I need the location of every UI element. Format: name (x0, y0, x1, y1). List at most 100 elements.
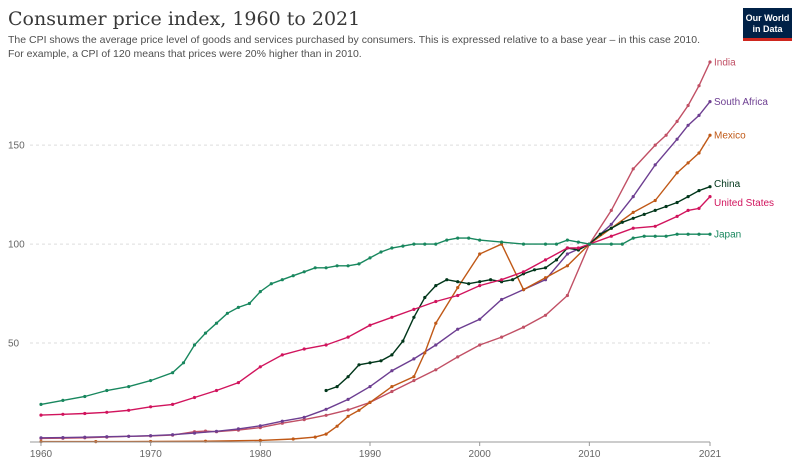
data-point[interactable] (412, 307, 416, 311)
series-line[interactable] (40, 233, 710, 406)
data-point[interactable] (291, 274, 295, 278)
data-point[interactable] (708, 232, 712, 236)
data-point[interactable] (478, 284, 482, 288)
data-point[interactable] (620, 242, 624, 246)
data-point[interactable] (390, 353, 394, 357)
data-point[interactable] (192, 343, 197, 347)
data-point[interactable] (225, 311, 229, 315)
data-point[interactable] (313, 435, 317, 439)
data-point[interactable] (554, 258, 559, 262)
data-point[interactable] (631, 226, 635, 230)
data-point[interactable] (631, 210, 635, 214)
data-point[interactable] (500, 335, 504, 339)
data-point[interactable] (401, 244, 405, 248)
data-point[interactable] (192, 395, 197, 400)
series-line[interactable] (40, 101, 711, 439)
data-point[interactable] (675, 200, 679, 205)
series-line[interactable] (40, 196, 711, 416)
data-point[interactable] (609, 242, 613, 246)
data-point[interactable] (609, 222, 613, 226)
data-point[interactable] (368, 361, 372, 365)
data-point[interactable] (434, 284, 438, 288)
data-point[interactable] (664, 234, 668, 238)
data-point[interactable] (521, 242, 526, 246)
data-point[interactable] (171, 371, 175, 375)
data-point[interactable] (697, 232, 701, 236)
data-point[interactable] (368, 323, 372, 327)
data-point[interactable] (456, 286, 460, 290)
data-point[interactable] (280, 419, 284, 423)
data-point[interactable] (686, 103, 690, 108)
data-point[interactable] (434, 321, 438, 325)
series-line[interactable] (41, 134, 711, 443)
data-point[interactable] (708, 133, 712, 137)
data-point[interactable] (61, 436, 65, 440)
data-point[interactable] (686, 208, 690, 212)
data-point[interactable] (697, 84, 701, 88)
data-point[interactable] (434, 299, 438, 304)
data-point[interactable] (565, 246, 570, 250)
data-point[interactable] (631, 236, 635, 240)
data-point[interactable] (664, 133, 668, 137)
data-point[interactable] (171, 433, 175, 437)
data-point[interactable] (236, 381, 240, 385)
data-point[interactable] (105, 435, 109, 439)
data-point[interactable] (302, 418, 306, 422)
data-point[interactable] (543, 258, 548, 262)
data-point[interactable] (149, 434, 153, 438)
data-point[interactable] (324, 413, 328, 417)
data-point[interactable] (379, 250, 383, 254)
data-point[interactable] (697, 151, 701, 155)
data-point[interactable] (642, 212, 646, 216)
data-point[interactable] (181, 361, 186, 365)
data-point[interactable] (456, 236, 460, 240)
data-point[interactable] (478, 317, 482, 321)
data-point[interactable] (346, 408, 350, 412)
data-point[interactable] (631, 167, 635, 171)
data-point[interactable] (543, 266, 548, 270)
data-point[interactable] (127, 408, 131, 412)
data-point[interactable] (368, 256, 372, 260)
data-point[interactable] (105, 410, 109, 414)
data-point[interactable] (346, 397, 350, 401)
data-point[interactable] (357, 262, 361, 266)
data-point[interactable] (291, 437, 295, 441)
data-point[interactable] (368, 385, 372, 389)
data-point[interactable] (390, 389, 394, 394)
data-point[interactable] (214, 388, 219, 393)
data-point[interactable] (510, 278, 515, 282)
series-line[interactable] (325, 186, 711, 392)
data-point[interactable] (434, 343, 438, 347)
data-point[interactable] (587, 242, 592, 246)
data-point[interactable] (61, 412, 65, 416)
series-south-africa[interactable] (39, 100, 712, 440)
data-point[interactable] (39, 436, 43, 440)
data-point[interactable] (149, 405, 153, 409)
data-point[interactable] (631, 216, 635, 220)
data-point[interactable] (708, 195, 712, 199)
data-point[interactable] (686, 195, 690, 199)
data-point[interactable] (609, 226, 613, 230)
data-point[interactable] (686, 123, 690, 127)
data-point[interactable] (39, 413, 43, 417)
data-point[interactable] (236, 427, 240, 431)
data-point[interactable] (258, 290, 262, 294)
data-point[interactable] (456, 327, 460, 331)
data-point[interactable] (434, 368, 438, 372)
data-point[interactable] (500, 278, 504, 282)
data-point[interactable] (609, 234, 613, 238)
data-point[interactable] (390, 246, 394, 250)
data-point[interactable] (335, 385, 339, 389)
data-point[interactable] (675, 171, 679, 175)
data-point[interactable] (357, 363, 361, 367)
data-point[interactable] (127, 434, 131, 438)
data-point[interactable] (653, 143, 657, 147)
data-point[interactable] (565, 293, 570, 298)
data-point[interactable] (379, 359, 383, 363)
data-point[interactable] (412, 315, 416, 319)
data-point[interactable] (521, 288, 526, 292)
data-point[interactable] (390, 315, 394, 319)
data-point[interactable] (324, 266, 328, 270)
data-point[interactable] (467, 282, 471, 286)
data-point[interactable] (675, 137, 679, 141)
